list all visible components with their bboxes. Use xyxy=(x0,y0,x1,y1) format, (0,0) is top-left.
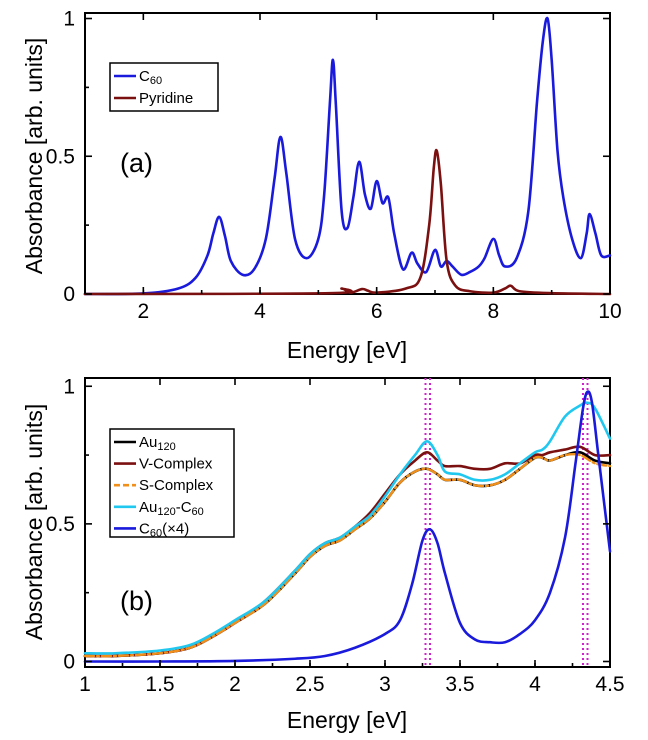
x-tick-label-5: 3.5 xyxy=(445,673,474,696)
y-tick-label-0: 0 xyxy=(63,650,75,673)
x-tick-label-4: 10 xyxy=(598,300,621,323)
panel-a-y-tick-labels: 00.51 xyxy=(46,8,75,306)
legend-label-0: Au120 xyxy=(139,434,176,453)
legend-label-3: Au120-C60 xyxy=(139,499,204,518)
x-tick-label-1: 4 xyxy=(254,300,266,323)
x-tick-label-3: 8 xyxy=(487,300,499,323)
panel-b-x-axis-title: Energy [eV] xyxy=(287,707,407,733)
legend-label-1: V-Complex xyxy=(139,456,213,473)
legend-box xyxy=(109,62,219,112)
y-tick-label-2: 1 xyxy=(63,8,75,31)
panel-a-x-axis-title: Energy [eV] xyxy=(287,337,407,363)
x-tick-label-4: 3 xyxy=(379,673,391,696)
panel-a-y-axis-title: Absorbance [arb. units] xyxy=(21,38,47,275)
series-line-0 xyxy=(83,16,612,296)
panel-b-series xyxy=(83,390,612,663)
panel-a-ticks xyxy=(84,13,611,295)
panel-a-series xyxy=(83,16,612,296)
panel-b-y-tick-labels: 00.51 xyxy=(46,375,75,673)
legend-label-2: S-Complex xyxy=(139,477,214,494)
panel-a-label: (a) xyxy=(120,148,153,178)
panel-b-y-axis-title: Absorbance [arb. units] xyxy=(21,404,47,641)
legend-label-4: C60(×4) xyxy=(139,520,189,539)
series-line-2 xyxy=(83,453,612,658)
x-tick-label-0: 1 xyxy=(79,673,91,696)
legend-box xyxy=(109,428,235,538)
x-tick-label-6: 4 xyxy=(529,673,541,696)
panel-b-reference-lines xyxy=(424,378,589,667)
panel-a: 2 4 6 8 10 00.51 Energy [eV] Absorbance [arb… xyxy=(21,8,622,363)
panel-a-x-tick-labels: 2 4 6 8 10 xyxy=(137,300,621,323)
panel-b-x-tick-labels: 1 1.5 2 2.5 3 3.5 4 4.5 xyxy=(79,673,624,696)
panel-b-legend: Au120 V-Complex S-Complex Au120-C60 C60(×4) xyxy=(109,428,235,539)
panel-b-ticks xyxy=(84,378,611,667)
legend-label-0: C60 xyxy=(139,68,162,87)
y-tick-label-1: 0.5 xyxy=(46,145,75,168)
x-tick-label-3: 2.5 xyxy=(295,673,324,696)
x-tick-label-0: 2 xyxy=(137,300,149,323)
x-tick-label-2: 2 xyxy=(229,673,241,696)
x-tick-label-7: 4.5 xyxy=(595,673,624,696)
y-tick-label-1: 0.5 xyxy=(46,513,75,536)
x-tick-label-2: 6 xyxy=(371,300,383,323)
y-tick-label-2: 1 xyxy=(63,375,75,398)
series-line-1 xyxy=(83,148,612,296)
panel-b: 1 1.5 2 2.5 3 3.5 4 4.5 00.51 Energy [eV] Absor… xyxy=(21,375,625,733)
panel-a-frame xyxy=(84,12,611,295)
series-line-3 xyxy=(83,401,612,655)
panel-a-legend: C60 Pyridine xyxy=(109,62,219,112)
legend-label-1: Pyridine xyxy=(139,90,193,107)
series-line-4 xyxy=(83,390,612,663)
y-tick-label-0: 0 xyxy=(63,283,75,306)
panel-b-label: (b) xyxy=(120,586,153,616)
x-tick-label-1: 1.5 xyxy=(145,673,174,696)
